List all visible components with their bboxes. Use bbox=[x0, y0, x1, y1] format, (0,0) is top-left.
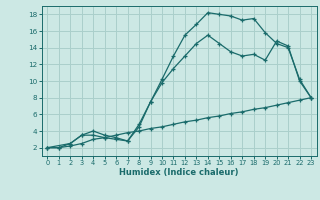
X-axis label: Humidex (Indice chaleur): Humidex (Indice chaleur) bbox=[119, 168, 239, 177]
